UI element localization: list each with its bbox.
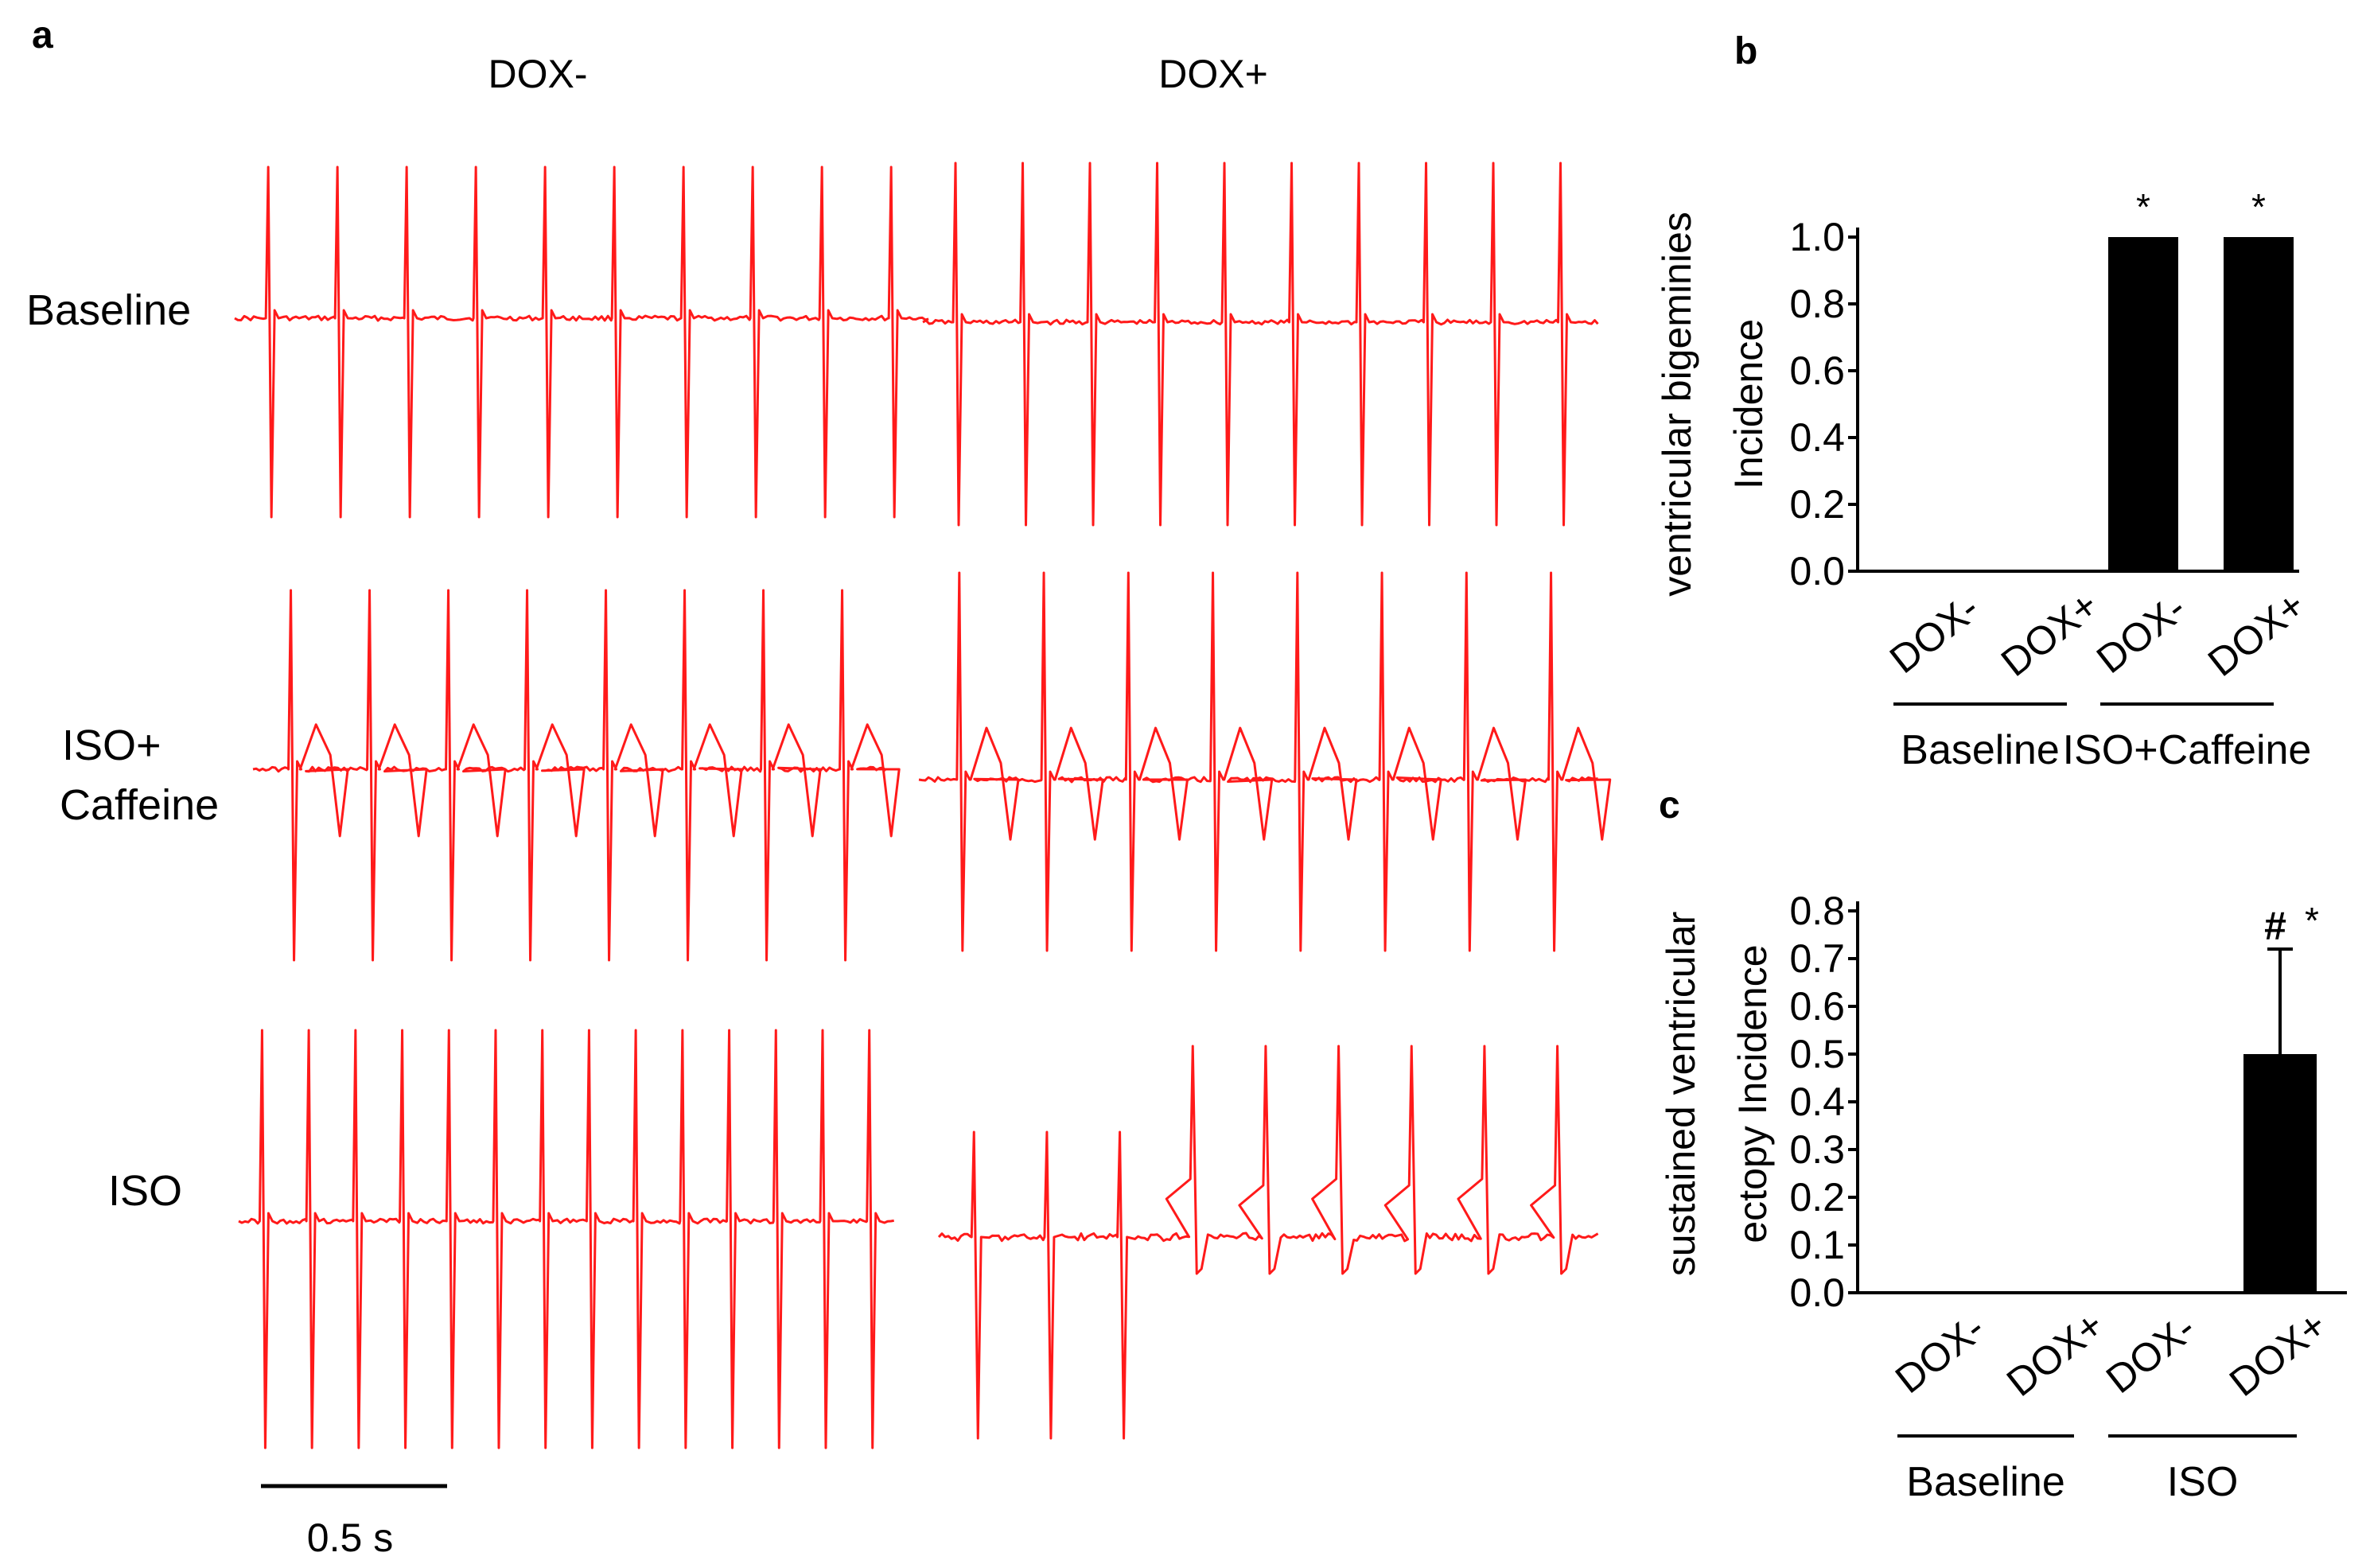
category-label-0: DOX-: [1887, 1305, 1993, 1402]
y-axis-label-line-1: sustained ventricular: [1659, 912, 1703, 1277]
category-label-1: DOX+: [1993, 582, 2107, 685]
y-axis-label-line-1: ventricular bigeminies: [1655, 212, 1699, 597]
y-tick-label: 0.8: [1789, 282, 1845, 326]
y-tick-label: 0.0: [1789, 1270, 1845, 1315]
y-tick-label: 0.0: [1789, 549, 1845, 593]
y-tick-label: 0.5: [1789, 1032, 1845, 1076]
significance-hash-3: #: [2264, 904, 2286, 948]
y-tick-label: 0.2: [1789, 1175, 1845, 1220]
category-label-0: DOX-: [1882, 586, 1987, 682]
ecg-trace-iso-dox-plus: [937, 1045, 1599, 1440]
category-label-2: DOX-: [2098, 1305, 2204, 1402]
y-tick-label: 0.6: [1789, 348, 1845, 393]
time-scale-label: 0.5 s: [307, 1515, 393, 1560]
y-tick-label: 0.1: [1789, 1223, 1845, 1267]
chart-b: b 0.0 0.2 0.4 0.6 0.8 1.0 ventricular bigeminie…: [1655, 30, 2313, 773]
group-label-0: Baseline: [1906, 1459, 2064, 1505]
significance-star-3: *: [2305, 900, 2319, 941]
category-label-2: DOX-: [2088, 586, 2194, 682]
bar-3: [2224, 237, 2294, 571]
y-tick-label: 0.7: [1789, 936, 1845, 981]
category-label-3: DOX+: [2200, 582, 2313, 685]
y-axis-label-line-2: Incidence: [1726, 319, 1771, 489]
bar-2: [2108, 237, 2178, 571]
y-axis-label-line-2: ectopy Incidence: [1730, 944, 1775, 1243]
category-label-1: DOX+: [1998, 1302, 2112, 1405]
ecg-trace-iso-caffeine-dox-plus: [918, 571, 1612, 952]
group-label-0: Baseline: [1901, 727, 2059, 773]
y-tick-label: 0.3: [1789, 1127, 1845, 1172]
row-label-baseline: Baseline: [26, 286, 191, 334]
chart-c: c 0.00.10.20.30.40.50.60.70.8 sustained ve…: [1659, 784, 2347, 1505]
ecg-trace-iso-dox-minus: [238, 1029, 894, 1449]
ecg-trace-baseline-dox-plus: [922, 161, 1599, 527]
significance-star-2: *: [2136, 186, 2150, 228]
group-label-1: ISO: [2167, 1459, 2239, 1505]
y-tick-label: 1.0: [1789, 215, 1845, 259]
category-label-3: DOX+: [2221, 1302, 2335, 1405]
column-header-dox-plus: DOX+: [1158, 52, 1268, 96]
y-tick-label: 0.4: [1789, 1080, 1845, 1124]
row-label-iso-caffeine-line2: Caffeine: [60, 781, 219, 829]
y-tick-label: 0.6: [1789, 984, 1845, 1029]
panel-b-letter: b: [1734, 30, 1757, 72]
column-header-dox-minus: DOX-: [488, 52, 588, 96]
significance-star-3: *: [2251, 186, 2266, 228]
panel-c-letter: c: [1659, 784, 1680, 827]
row-label-iso-caffeine-line1: ISO+: [62, 722, 161, 769]
bar-3: [2243, 1054, 2317, 1293]
y-tick-label: 0.8: [1789, 889, 1845, 933]
group-label-1: ISO+Caffeine: [2063, 727, 2312, 773]
ecg-trace-baseline-dox-minus: [234, 165, 929, 519]
y-tick-label: 0.4: [1789, 415, 1845, 460]
panel-a-letter: a: [32, 14, 53, 56]
y-tick-label: 0.2: [1789, 482, 1845, 527]
ecg-trace-iso-caffeine-dox-minus: [252, 589, 901, 962]
row-label-iso: ISO: [108, 1167, 182, 1215]
